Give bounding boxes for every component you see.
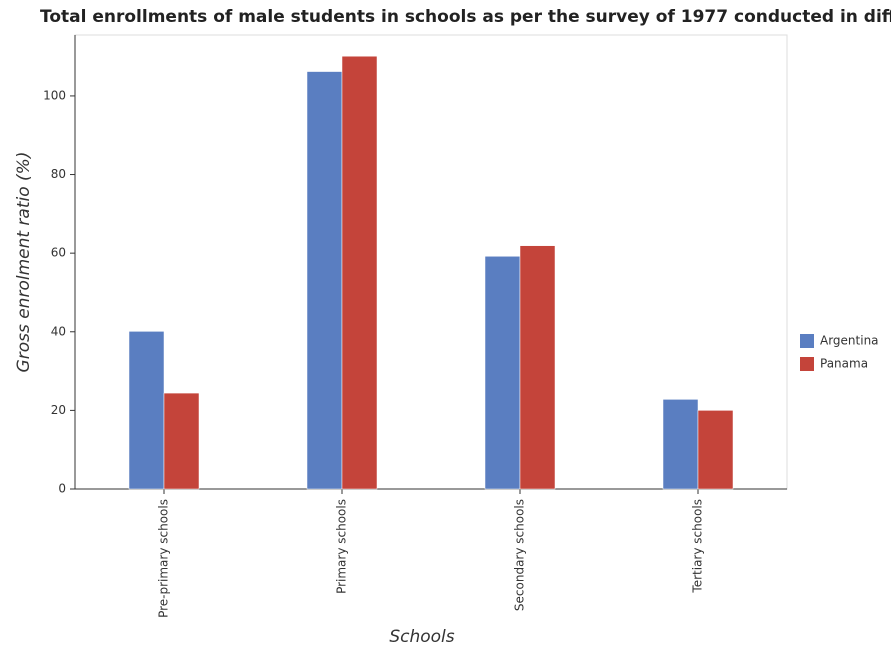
x-tick-label: Tertiary schools xyxy=(691,499,705,594)
y-tick-label: 60 xyxy=(51,246,66,260)
y-tick-label: 100 xyxy=(43,88,66,102)
y-axis-title: Gross enrolment ratio (%) xyxy=(14,152,34,373)
bar xyxy=(163,392,200,490)
legend-swatch xyxy=(800,334,814,348)
bar xyxy=(697,410,734,490)
bar xyxy=(128,331,165,490)
bar xyxy=(484,256,521,490)
x-tick-label: Primary schools xyxy=(335,499,349,594)
x-tick-label: Secondary schools xyxy=(513,499,527,611)
bar xyxy=(341,55,378,490)
bar xyxy=(662,399,699,490)
legend-label: Panama xyxy=(820,357,868,371)
x-tick-label: Pre-primary schools xyxy=(157,499,171,618)
chart-title: Total enrollments of male students in sc… xyxy=(40,7,891,27)
bar xyxy=(306,71,343,490)
legend-swatch xyxy=(800,357,814,371)
y-tick-label: 0 xyxy=(58,482,66,496)
y-tick-label: 40 xyxy=(51,324,66,338)
y-tick-label: 80 xyxy=(51,167,66,181)
legend-label: Argentina xyxy=(820,334,879,348)
x-axis-title: Schools xyxy=(389,627,454,647)
bar xyxy=(519,245,556,490)
y-tick-label: 20 xyxy=(51,403,66,417)
